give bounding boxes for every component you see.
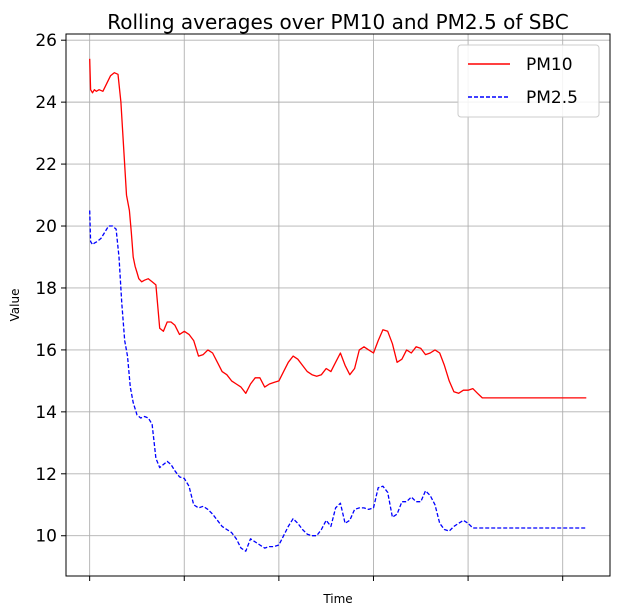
y-tick-label-16: 16: [35, 341, 57, 361]
y-tick-label-14: 14: [35, 403, 57, 423]
y-tick-label-10: 10: [35, 527, 57, 547]
legend: PM10 PM2.5: [457, 44, 600, 118]
y-axis-label: Value: [8, 289, 22, 322]
series-line-pm10: [89, 58, 587, 399]
x-axis: [89, 576, 564, 581]
y-tick-label-22: 22: [35, 155, 57, 175]
plot-frame: [65, 33, 611, 577]
y-axis: 10 12 14 16 18 20 22 24 26: [35, 31, 66, 547]
grid: [66, 34, 610, 576]
x-axis-label: Time: [322, 592, 352, 606]
y-tick-label-24: 24: [35, 93, 57, 113]
y-tick-label-26: 26: [35, 31, 57, 51]
chart-title: Rolling averages over PM10 and PM2.5 of …: [107, 10, 569, 34]
legend-label-pm10: PM10: [526, 55, 573, 75]
y-tick-label-20: 20: [35, 217, 57, 237]
legend-box: [457, 44, 600, 118]
y-tick-label-12: 12: [35, 465, 57, 485]
plot-area: [89, 58, 587, 552]
y-tick-label-18: 18: [35, 279, 57, 299]
legend-label-pm2-5: PM2.5: [526, 88, 578, 108]
series-line-pm2-5: [89, 210, 587, 552]
